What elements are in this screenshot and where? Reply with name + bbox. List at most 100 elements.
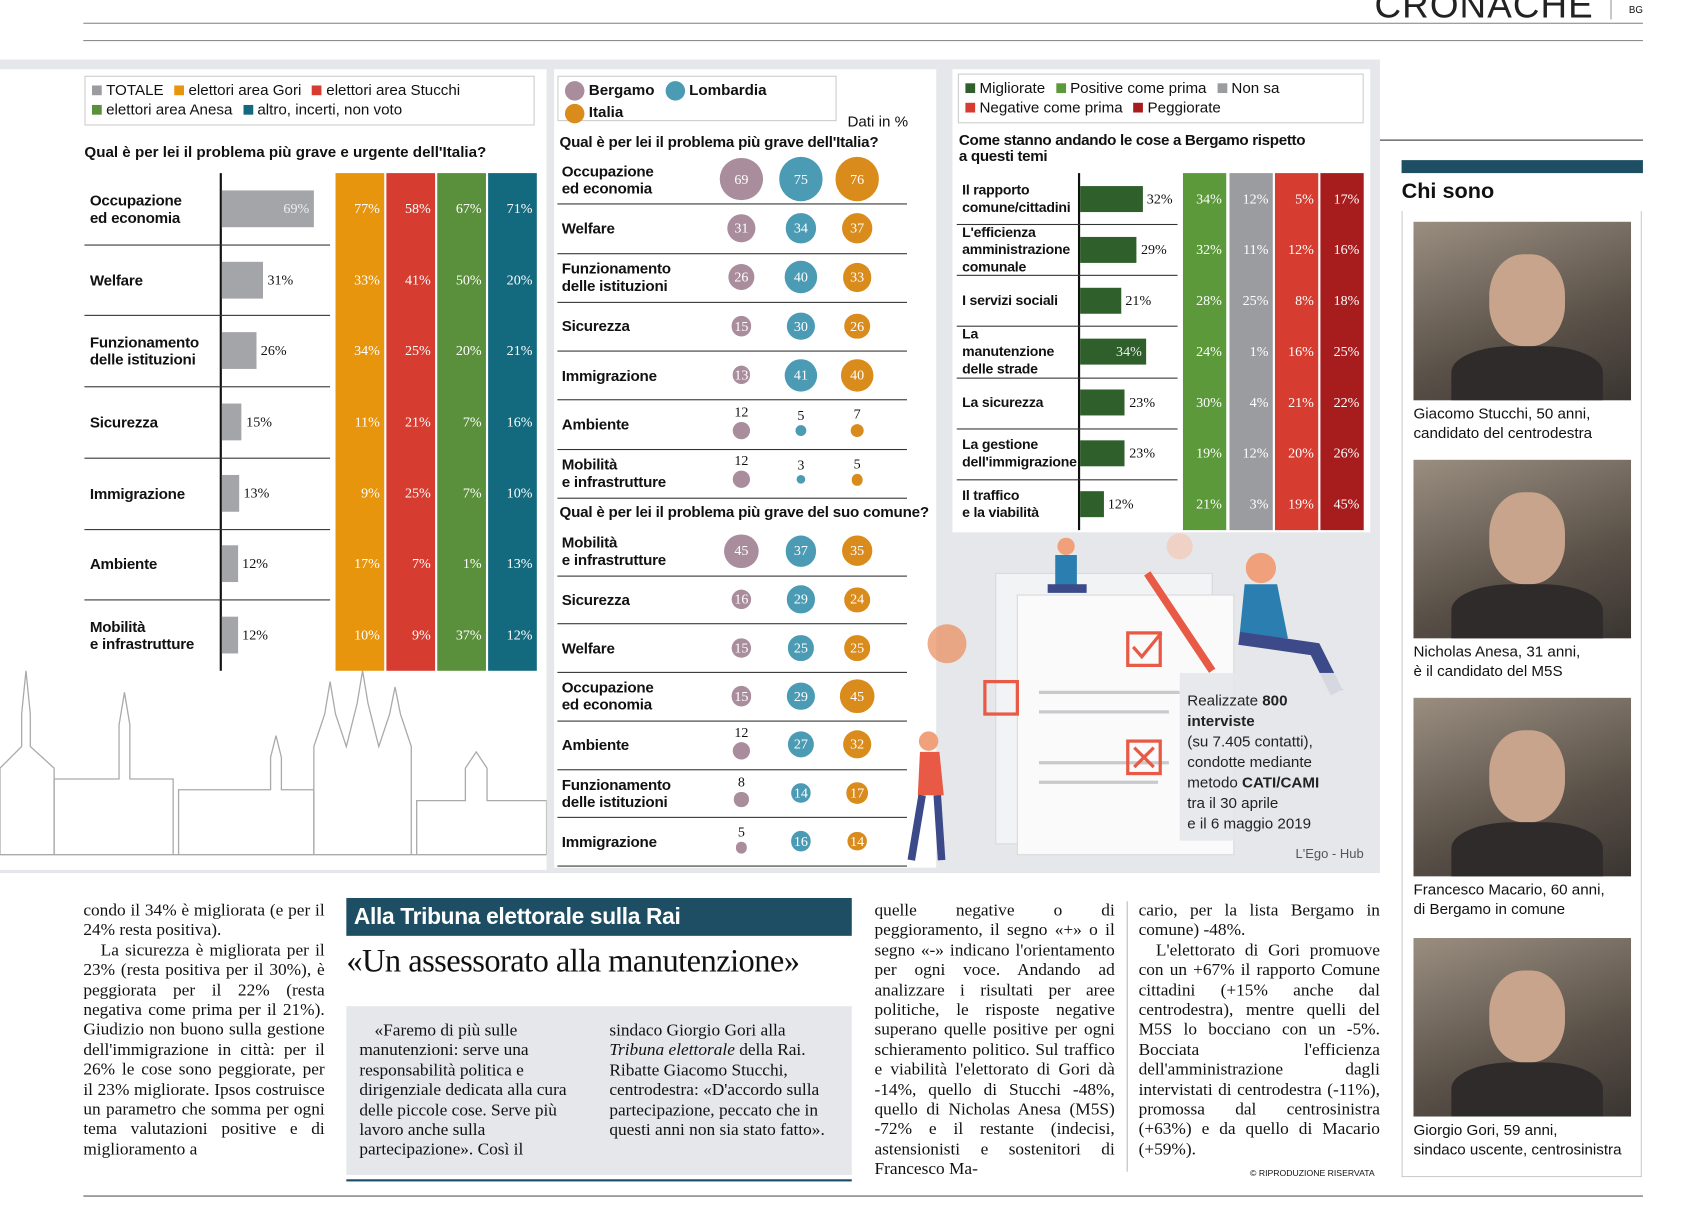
bubble-label: 17 <box>850 784 865 801</box>
article-column: condo il 34% è migliorata (e per il 24% … <box>83 901 324 1180</box>
bubble <box>840 679 875 714</box>
legend-item: Negative come prima <box>965 98 1123 116</box>
bar <box>1080 338 1147 365</box>
bubble-label: 14 <box>850 832 865 849</box>
bubble <box>841 212 873 244</box>
bubble-label: 37 <box>850 219 865 236</box>
bubble-label: 76 <box>850 170 865 187</box>
cell: 24% <box>1196 342 1222 360</box>
cell: 21% <box>1196 495 1222 513</box>
cell: 25% <box>404 484 431 501</box>
cell: 22% <box>1333 393 1360 411</box>
legend-swatch <box>312 85 322 96</box>
bubble <box>787 585 815 614</box>
text: Tribuna elettorale <box>609 1041 735 1060</box>
skyline <box>0 670 547 856</box>
question: Qual è per lei il problema più grave del… <box>559 133 879 151</box>
bar <box>221 332 257 370</box>
head <box>1489 492 1566 585</box>
bubble-label: 15 <box>734 687 749 704</box>
bubble-label: 16 <box>734 590 749 608</box>
question: Qual è per lei il problema più grave del… <box>559 503 930 521</box>
info-line: (su 7.405 contatti), <box>1187 732 1313 750</box>
cell: 16% <box>1288 342 1314 360</box>
bubble-label: 37 <box>793 542 808 559</box>
bubble <box>784 261 817 294</box>
caption: Giorgio Gori, 59 anni, sindaco uscente, … <box>1413 1120 1622 1158</box>
caption: Francesco Macario, 60 anni, di Bergamo i… <box>1413 880 1605 918</box>
category-label: Immigrazione <box>89 484 185 502</box>
rule <box>346 1179 852 1182</box>
bubble-label: 5 <box>797 406 805 423</box>
category-label: I servizi sociali <box>962 291 1058 309</box>
legend-swatch <box>965 102 976 113</box>
bubble-label: 40 <box>793 268 808 285</box>
info-line: CATI/CAMI <box>1242 773 1320 791</box>
category-label: Welfare <box>89 271 143 289</box>
quote-text: «Faremo di più sulle manutenzioni: serve… <box>359 1021 567 1160</box>
legend-item: elettori area Gori <box>174 81 301 98</box>
value-label: 32% <box>1146 189 1173 207</box>
article-column: cario, per la lista Bergamo in comune) -… <box>1139 901 1380 1166</box>
row-rule <box>956 326 1178 328</box>
cell: 16% <box>506 413 533 430</box>
cell: 34% <box>354 342 380 359</box>
bubble-label: 40 <box>850 366 865 383</box>
legend: TOTALE elettori area Gori elettori area St… <box>84 75 535 126</box>
legend-swatch <box>91 85 102 96</box>
value-label: 29% <box>1140 240 1167 258</box>
cell: 21% <box>1288 393 1314 411</box>
info-text: Realizzate 800 interviste (su 7.405 cont… <box>1187 690 1339 834</box>
row-rule <box>84 457 331 459</box>
legend-swatch <box>1217 83 1228 94</box>
bubble <box>791 783 811 803</box>
bubble <box>841 359 874 392</box>
info-line: e il 6 maggio 2019 <box>1187 814 1312 832</box>
category-label: Occupazione ed economia <box>89 191 182 226</box>
cell: 1% <box>1249 342 1269 360</box>
legend-label: Peggiorate <box>1147 98 1221 116</box>
bubble-label: 31 <box>734 219 749 236</box>
bubble <box>724 534 759 569</box>
bubble <box>732 742 751 760</box>
row-rule <box>84 386 331 388</box>
caption: Giacomo Stucchi, 50 anni, candidato del … <box>1413 404 1593 442</box>
bubble <box>847 831 867 851</box>
row-rule <box>557 865 907 867</box>
legend-label: Migliorate <box>979 78 1046 97</box>
legend-swatch <box>665 81 685 101</box>
info-line: condotte mediante <box>1187 753 1312 771</box>
bubble <box>842 536 873 567</box>
bubble <box>784 358 818 392</box>
cell: 20% <box>1288 444 1314 462</box>
value-label: 23% <box>1129 393 1156 411</box>
legend-item: Lombardia <box>665 81 767 101</box>
bubble <box>720 158 763 201</box>
bubble-label: 26 <box>734 268 749 285</box>
cell: 37% <box>455 626 482 643</box>
bubble <box>731 637 752 658</box>
category-label: Mobilità e infrastrutture <box>561 533 667 569</box>
cell: 20% <box>455 342 482 359</box>
edition: BG <box>1628 4 1643 16</box>
bubble <box>850 423 864 438</box>
cell: 17% <box>354 555 380 572</box>
legend-item: Positive come prima <box>1056 79 1206 96</box>
cell: 71% <box>506 199 533 217</box>
bar <box>221 261 264 299</box>
row-rule <box>557 448 907 450</box>
row-rule <box>557 399 907 401</box>
bubble-label: 12 <box>734 452 749 469</box>
paragraph: quelle negative o di peggioramento, il s… <box>874 901 1115 1179</box>
cell: 25% <box>1242 291 1269 309</box>
question: Come stanno andando le cose a Bergamo ri… <box>958 130 1306 165</box>
category-label: Funzionamento delle istituzioni <box>89 333 199 369</box>
bubble <box>834 157 880 202</box>
bubble <box>732 470 751 489</box>
note: Dati in % <box>847 112 909 130</box>
bubble-label: 7 <box>853 405 861 422</box>
quote-text: sindaco Giorgio Gori alla Tribuna eletto… <box>609 1021 838 1168</box>
category-label: Funzionamento delle istituzioni <box>561 259 671 295</box>
cell: 67% <box>455 199 482 217</box>
